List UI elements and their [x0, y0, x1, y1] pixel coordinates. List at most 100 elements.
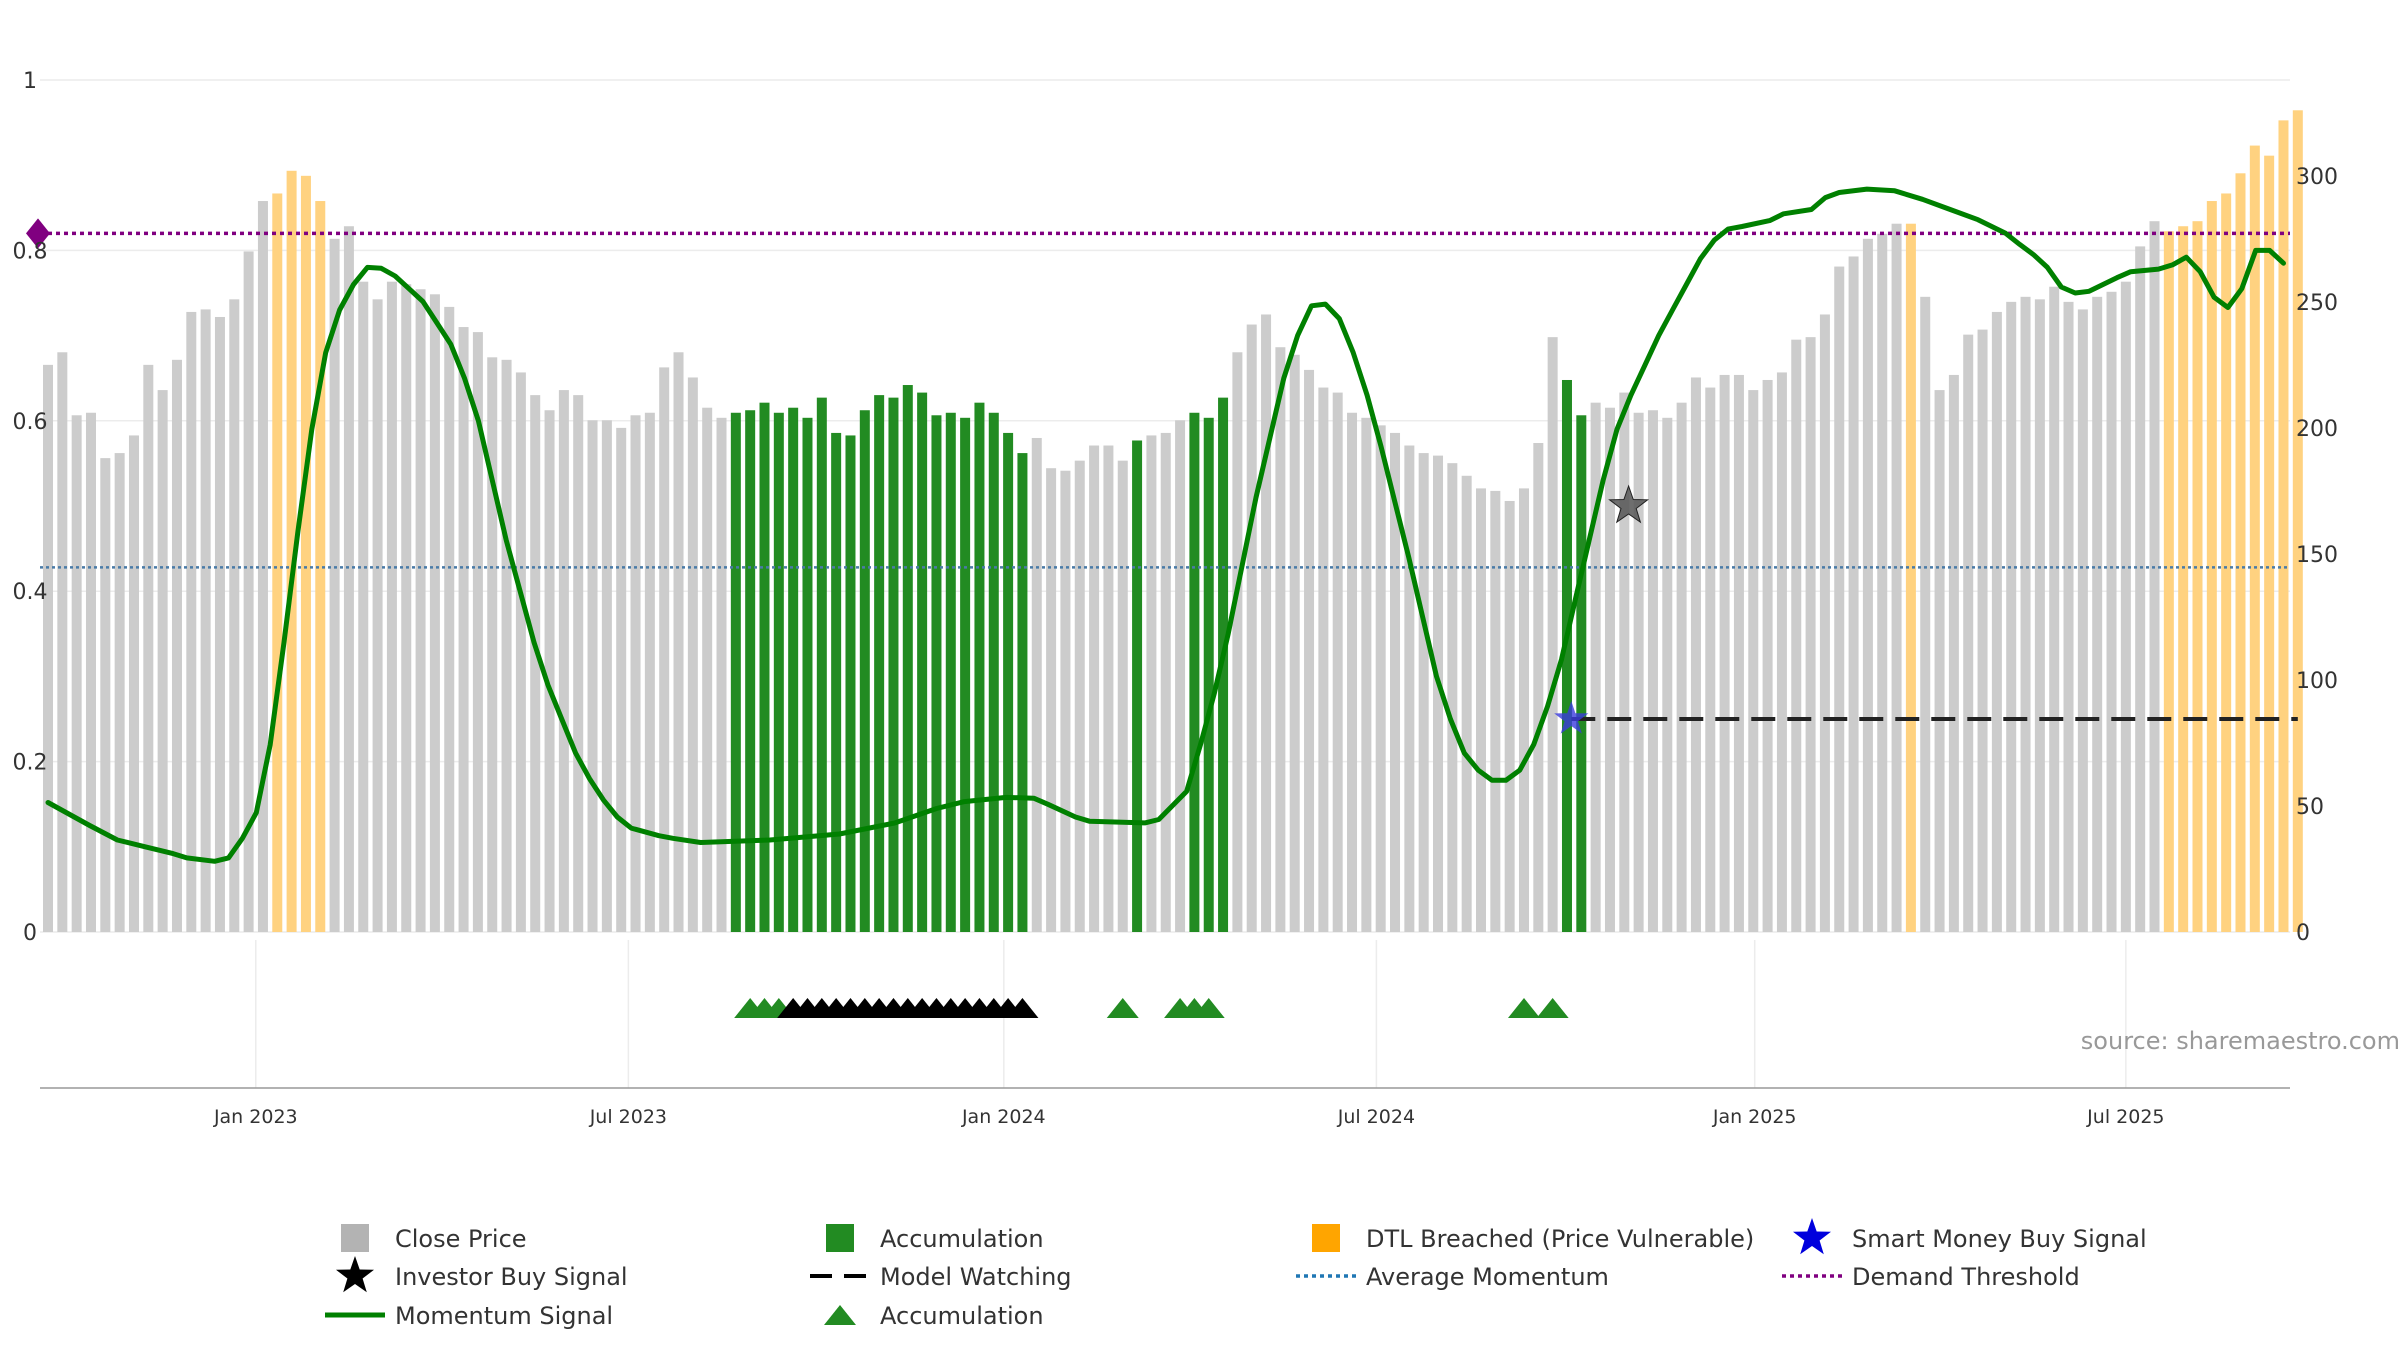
accumulation-bar	[1132, 440, 1143, 932]
legend-label: Accumulation	[880, 1302, 1044, 1330]
x-tick-label: Jan 2025	[1712, 1106, 1797, 1128]
right-tick-label: 100	[2296, 669, 2338, 694]
close-price-bar	[401, 284, 412, 932]
dtl-breached-bar	[2278, 120, 2289, 932]
dtl-breached-bar	[300, 175, 311, 932]
close-price-bar	[1805, 337, 1816, 932]
legend-triangle-icon	[824, 1305, 856, 1325]
signal-markers	[26, 218, 1650, 1018]
close-price-bar	[472, 332, 483, 933]
close-price-bar	[687, 377, 698, 932]
accumulation-bar	[917, 392, 928, 932]
accumulation-bar	[888, 397, 899, 933]
close-price-bar	[2049, 286, 2060, 933]
accumulation-bar	[859, 410, 870, 932]
close-price-bar	[544, 410, 555, 932]
dtl-breached-bar	[2249, 145, 2260, 932]
close-price-bar	[1719, 374, 1730, 932]
left-tick-label: 0.2	[13, 751, 48, 776]
close-price-bar	[1418, 453, 1429, 932]
close-price-bar	[587, 420, 598, 932]
close-price-bar	[386, 281, 397, 932]
accumulation-bar	[1003, 432, 1014, 932]
legend-swatch	[1312, 1224, 1340, 1252]
accumulation-bar	[902, 385, 913, 932]
close-price-bar	[243, 251, 254, 933]
close-price-bar	[487, 357, 498, 932]
right-tick-label: 150	[2296, 543, 2338, 568]
close-price-bar	[157, 390, 168, 933]
close-price-bar	[558, 390, 569, 933]
accumulation-marker	[1106, 998, 1139, 1018]
right-tick-label: 300	[2296, 165, 2338, 190]
close-price-bar	[1074, 460, 1085, 932]
momentum-signal-line	[45, 186, 2286, 864]
legend-item-investor: Investor Buy Signal	[336, 1256, 628, 1293]
close-price-bar	[57, 352, 68, 932]
accumulation-marker	[1192, 998, 1225, 1018]
close-price-bar	[1619, 392, 1630, 932]
close-price-bar	[1375, 425, 1386, 932]
close-price-bar	[1690, 377, 1701, 932]
close-price-bar	[601, 420, 612, 932]
close-price-bar	[1518, 488, 1529, 932]
close-price-bar	[329, 238, 340, 932]
accumulation-bar	[802, 417, 813, 932]
close-price-bar	[1504, 500, 1515, 932]
close-price-bar	[1791, 339, 1802, 933]
x-tick-label: Jul 2025	[2086, 1106, 2164, 1128]
legend-swatch	[826, 1224, 854, 1252]
close-price-bar	[1762, 379, 1773, 932]
accumulation-marker	[1006, 998, 1039, 1018]
close-price-bar	[1920, 296, 1931, 932]
close-price-bar	[515, 372, 526, 932]
smart-money-buy-signal	[1554, 701, 1589, 734]
close-price-bar	[1662, 417, 1673, 932]
close-price-bar	[1604, 407, 1615, 932]
close-price-bar	[1060, 470, 1071, 932]
accumulation-bar	[960, 417, 971, 932]
accumulation-bar	[988, 412, 999, 933]
accumulation-marker	[1536, 998, 1569, 1018]
legend-label: Smart Money Buy Signal	[1852, 1225, 2147, 1253]
close-price-bar	[143, 364, 154, 932]
accumulation-bar	[773, 412, 784, 933]
legend-label: Model Watching	[880, 1263, 1072, 1291]
close-price-bar	[2034, 299, 2045, 932]
accumulation-bar	[816, 397, 827, 933]
close-price-bar	[186, 311, 197, 932]
close-price-bar	[1533, 443, 1544, 932]
dtl-breached-bar	[2264, 155, 2275, 933]
close-price-bar	[1103, 445, 1114, 932]
close-price-bar	[1633, 412, 1644, 933]
legend-label: DTL Breached (Price Vulnerable)	[1366, 1225, 1754, 1253]
close-price-bar	[1848, 256, 1859, 932]
accumulation-bar	[1189, 412, 1200, 933]
left-tick-label: 0	[23, 921, 37, 946]
close-price-bar	[85, 412, 96, 933]
x-tick-label: Jan 2024	[961, 1106, 1046, 1128]
close-price-bar	[1275, 347, 1286, 933]
legend-label: Investor Buy Signal	[395, 1263, 628, 1291]
legend-item-demand: Demand Threshold	[1782, 1263, 2080, 1291]
close-price-bar	[1819, 314, 1830, 932]
close-price-bar	[1289, 354, 1300, 933]
close-price-bar	[1748, 390, 1759, 933]
close-price-bar	[1390, 432, 1401, 932]
close-price-bar	[1963, 334, 1974, 932]
close-price-bar	[2077, 309, 2088, 933]
close-price-bar	[1776, 372, 1787, 932]
close-price-bar	[2135, 246, 2146, 932]
legend: Close Price Accumulation DTL Breached (Pri…	[325, 1218, 2147, 1330]
left-tick-label: 0.4	[13, 580, 48, 605]
close-price-bar	[171, 359, 182, 932]
close-price-bar	[1934, 390, 1945, 933]
close-price-bar	[1733, 374, 1744, 932]
accumulation-bar	[745, 410, 756, 932]
close-price-bar	[2006, 301, 2017, 933]
signal-lines	[40, 186, 2298, 864]
close-price-bar	[1705, 387, 1716, 932]
dtl-breached-bar	[272, 193, 283, 932]
close-price-bar	[1547, 337, 1558, 932]
